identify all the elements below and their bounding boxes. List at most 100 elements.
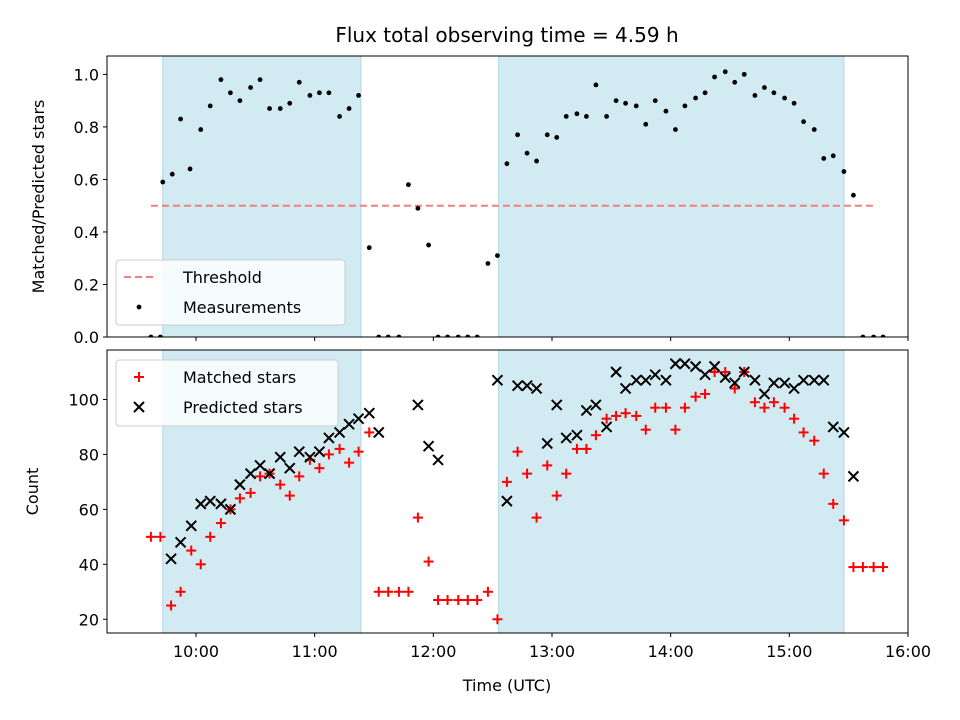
predicted-stars-point-25-b: [491, 374, 504, 386]
predicted-stars-point-43: [669, 358, 682, 370]
predicted-stars-point-42: [660, 374, 672, 386]
measurements-point-21: [346, 106, 352, 111]
y-axis-label: Count: [23, 468, 42, 516]
matched-stars-point-71: [848, 562, 859, 573]
predicted-stars-point-29-b: [530, 382, 543, 395]
predicted-stars-point-32-b: [560, 432, 572, 444]
predicted-stars-point-30: [541, 437, 553, 450]
predicted-stars-point-51: [749, 374, 761, 386]
measurements-point-35: [485, 261, 491, 266]
matched-stars-point-53: [670, 424, 681, 435]
measurements-point-42: [554, 135, 560, 140]
predicted-stars-point-27-b: [511, 380, 524, 392]
predicted-stars-point-38: [619, 382, 632, 395]
matched-stars-point-43: [571, 443, 582, 454]
predicted-stars-point-59: [827, 421, 839, 433]
matched-stars-point-5: [195, 559, 206, 570]
predicted-stars-point-53: [768, 377, 780, 389]
measurements-point-65: [782, 95, 787, 101]
predicted-stars-point-9: [254, 459, 266, 472]
legend-label: Matched stars: [183, 368, 296, 387]
predicted-stars-point-42-b: [660, 374, 672, 386]
x-tick-label-0: 10:00: [173, 642, 219, 661]
predicted-stars-point-20: [363, 407, 375, 419]
measurements-point-4: [178, 116, 183, 122]
matched-stars-point-9: [234, 493, 245, 504]
predicted-stars-point-49-b: [729, 377, 741, 389]
matched-stars-point-70: [838, 515, 849, 526]
measurements-point-45: [584, 114, 589, 119]
measurements-point-46: [593, 82, 599, 88]
y-tick-label-1: 0.2: [74, 275, 99, 294]
predicted-stars-point-54-b: [778, 377, 791, 389]
matched-stars-point-13: [275, 479, 286, 490]
predicted-stars-point-50: [738, 366, 750, 378]
matched-stars-point-69: [828, 498, 839, 509]
predicted-stars-point-28: [521, 380, 533, 392]
matched-stars-point-56: [700, 388, 711, 399]
legend-label: Threshold: [182, 268, 262, 287]
measurements-point-60: [732, 79, 738, 85]
legend-entry-measurements: Measurements: [136, 298, 301, 317]
shaded-span-1: [498, 349, 845, 634]
matched-stars-point-36: [501, 476, 512, 487]
measurements-point-15: [287, 100, 293, 106]
y-tick-label-4: 0.8: [74, 118, 99, 137]
measurements-point-23: [366, 245, 372, 251]
legend-label: Measurements: [183, 298, 301, 317]
matched-stars-point-51: [650, 402, 661, 413]
matched-stars-point-68: [818, 468, 829, 479]
predicted-stars-point-27: [511, 380, 524, 392]
matched-stars-point-10: [245, 487, 256, 498]
matched-stars-point-38: [522, 468, 533, 479]
predicted-stars-point-59-b: [827, 421, 839, 433]
measurements-point-2: [160, 179, 166, 185]
measurements-point-58: [712, 74, 717, 80]
predicted-stars-point-47-b: [708, 360, 721, 373]
matched-stars-point-2: [166, 600, 177, 611]
y-axis-label: Matched/Predicted stars: [29, 100, 48, 294]
measurements-point-37: [504, 161, 510, 167]
predicted-stars-point-39-b: [630, 374, 642, 386]
measurements-point-7: [207, 103, 213, 109]
measurements-point-53: [663, 108, 669, 114]
matched-stars-point-67: [809, 435, 820, 446]
measurements-point-32: [455, 334, 461, 337]
measurements-point-25: [385, 334, 391, 337]
y-tick-label-5: 1.0: [74, 65, 99, 84]
matched-stars-point-47: [611, 410, 622, 421]
measurements-point-22: [356, 92, 361, 98]
x-tick-label-6: 16:00: [885, 642, 931, 661]
matched-stars-point-46: [601, 413, 612, 424]
y-tick-label-2: 0.4: [74, 223, 99, 242]
matched-stars-point-64: [779, 402, 790, 413]
measurements-point-51: [643, 121, 649, 127]
matched-stars-point-65: [789, 413, 800, 424]
measurements-point-66: [791, 100, 797, 106]
matched-stars-point-66: [798, 427, 809, 438]
matched-stars-point-31: [453, 595, 464, 606]
predicted-stars-point-29: [530, 382, 543, 395]
predicted-stars-point-1-b: [174, 536, 187, 549]
predicted-stars-point-12-b: [284, 462, 296, 474]
predicted-stars-point-21: [373, 426, 385, 439]
measurements-point-14: [277, 106, 283, 111]
matched-stars-point-50: [640, 424, 651, 435]
measurements-point-40: [534, 158, 539, 164]
predicted-stars-point-31-b: [551, 399, 563, 411]
measurements-point-16: [296, 79, 302, 85]
matched-stars-point-58: [720, 366, 731, 377]
matched-stars-point-33: [472, 595, 483, 606]
legend: Threshold Measurements: [115, 259, 346, 326]
predicted-stars-point-35: [590, 399, 602, 411]
predicted-stars-point-26-b: [501, 495, 513, 507]
measurements-point-31: [445, 334, 450, 337]
measurements-point-56: [693, 95, 698, 101]
measurements-point-52: [652, 98, 658, 104]
matched-stars-point-23: [373, 586, 384, 597]
matched-stars-point-19: [334, 443, 345, 454]
legend-box: [115, 259, 346, 326]
legend-swatch: [136, 304, 142, 310]
predicted-stars-point-18: [343, 418, 355, 430]
predicted-stars-point-1: [174, 536, 187, 549]
